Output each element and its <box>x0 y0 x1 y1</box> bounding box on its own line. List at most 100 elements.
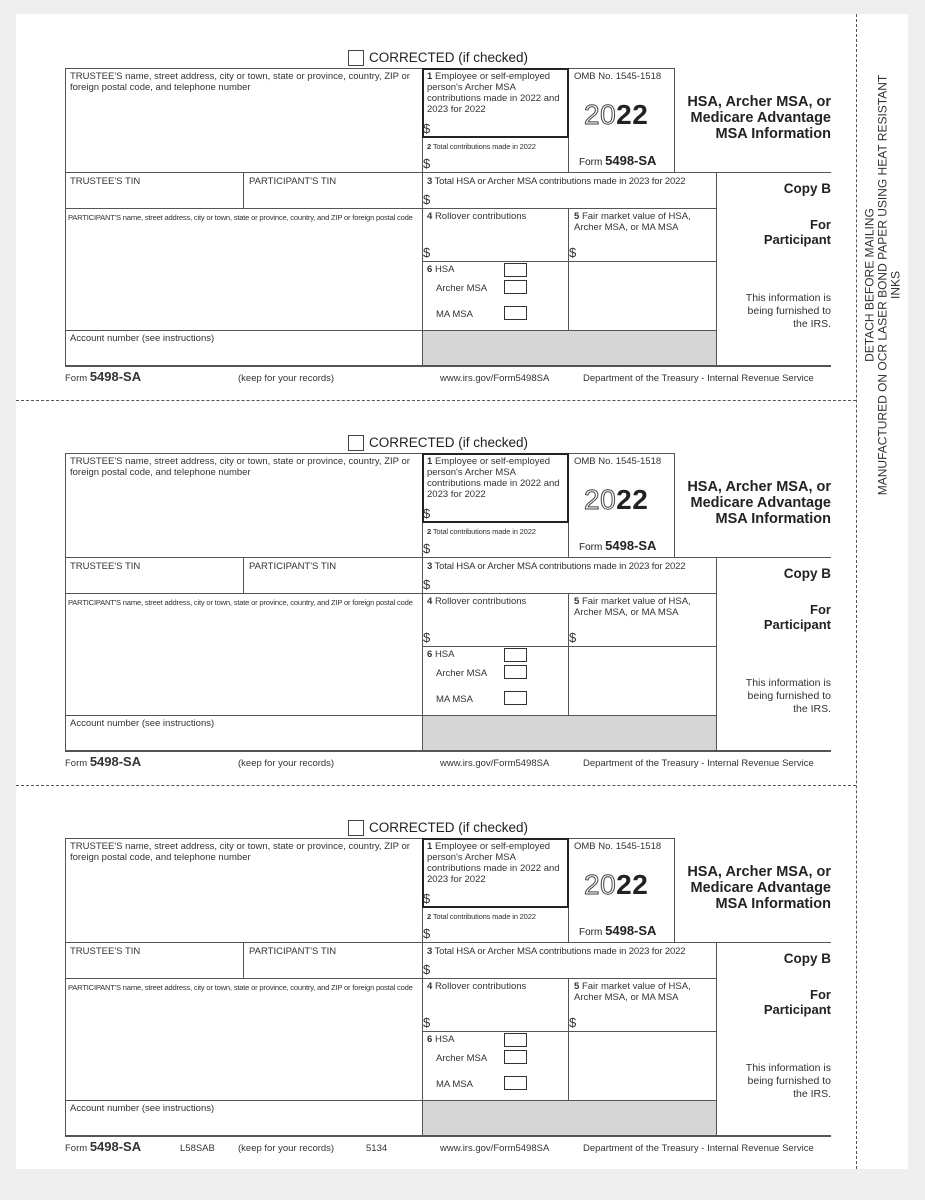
hsa-checkbox[interactable] <box>504 1033 527 1047</box>
ma-msa-checkbox[interactable] <box>504 1076 527 1090</box>
irs-info-note: This information is being furnished to t… <box>745 1062 831 1100</box>
copy-label: Copy B <box>783 181 831 196</box>
irs-info-note: This information is being furnished to t… <box>745 292 831 330</box>
participant-label: Participant <box>763 1002 831 1017</box>
shaded-area <box>423 1101 716 1135</box>
archer-msa-checkbox[interactable] <box>504 665 527 679</box>
box5-number: 5 <box>574 211 580 222</box>
participant-name-field[interactable] <box>67 610 420 713</box>
participant-tin-label: PARTICIPANT'S TIN <box>249 946 337 957</box>
trustee-name-field[interactable] <box>67 480 420 555</box>
corrected-checkbox[interactable] <box>348 435 364 451</box>
irs-url-link[interactable]: www.irs.gov/Form5498SA <box>440 1143 550 1154</box>
tax-year: 2022 <box>583 869 648 901</box>
dollar-sign: $ <box>569 630 577 645</box>
box4-number: 4 <box>427 211 433 222</box>
perforation-line <box>16 400 856 401</box>
box2-label: Total contributions made in 2022 <box>432 912 536 921</box>
form-serial: 5134 <box>366 1143 388 1154</box>
participant-tin-label: PARTICIPANT'S TIN <box>249 176 337 187</box>
form-code: L58SAB <box>180 1143 215 1154</box>
form-copy: CORRECTED (if checked) TRUSTEE'S name, s… <box>0 770 925 1155</box>
account-number-field[interactable] <box>67 730 420 748</box>
corrected-checkbox[interactable] <box>348 820 364 836</box>
corrected-checkbox[interactable] <box>348 50 364 66</box>
form-word: Form <box>65 373 88 384</box>
box4-number: 4 <box>427 596 433 607</box>
irs-url-link[interactable]: www.irs.gov/Form5498SA <box>440 758 550 769</box>
account-number-label: Account number (see instructions) <box>70 1103 215 1114</box>
box2-number: 2 <box>427 142 432 151</box>
dollar-sign: $ <box>423 926 431 941</box>
trustee-name-field[interactable] <box>67 865 420 940</box>
box1-label: Employee or self-employed person's Arche… <box>427 71 560 115</box>
year-bold: 22 <box>616 484 649 515</box>
omb-number: OMB No. 1545-1518 <box>574 841 662 852</box>
dollar-sign: $ <box>423 506 431 521</box>
box1-number: 1 <box>427 71 433 82</box>
corrected-label: CORRECTED (if checked) <box>369 820 529 835</box>
box2-label: Total contributions made in 2022 <box>432 527 536 536</box>
participant-name-label: PARTICIPANT'S name, street address, city… <box>68 213 413 222</box>
department-label: Department of the Treasury - Internal Re… <box>583 758 814 769</box>
archer-msa-label: Archer MSA <box>436 1053 488 1064</box>
for-label: For <box>810 987 831 1002</box>
ma-msa-label: MA MSA <box>436 1079 473 1090</box>
box1-field[interactable] <box>422 68 569 138</box>
hsa-checkbox[interactable] <box>504 263 527 277</box>
form-number: 5498-SA <box>605 153 657 168</box>
corrected-label: CORRECTED (if checked) <box>369 435 529 450</box>
detach-perforation-vertical <box>856 14 857 1169</box>
participant-label: Participant <box>763 617 831 632</box>
box5-label: Fair market value of HSA, Archer MSA, or… <box>574 596 691 618</box>
participant-name-field[interactable] <box>67 995 420 1098</box>
box6-number: 6 <box>427 1034 433 1045</box>
archer-msa-checkbox[interactable] <box>504 1050 527 1064</box>
trustee-name-label: TRUSTEE'S name, street address, city or … <box>70 841 410 863</box>
ma-msa-label: MA MSA <box>436 309 473 320</box>
trustee-name-field[interactable] <box>67 95 420 170</box>
omb-number: OMB No. 1545-1518 <box>574 71 662 82</box>
form-title: HSA, Archer MSA, or Medicare Advantage M… <box>687 479 831 527</box>
box1-label: Employee or self-employed person's Arche… <box>427 841 560 885</box>
box4-label: Rollover contributions <box>434 596 527 607</box>
shaded-area <box>423 331 716 365</box>
box5-label: Fair market value of HSA, Archer MSA, or… <box>574 211 691 233</box>
department-label: Department of the Treasury - Internal Re… <box>583 373 814 384</box>
box1-label: Employee or self-employed person's Arche… <box>427 456 560 500</box>
keep-note: (keep for your records) <box>238 1143 335 1154</box>
box1-field[interactable] <box>422 453 569 523</box>
year-outline: 20 <box>583 869 617 901</box>
dollar-sign: $ <box>423 630 431 645</box>
account-number-field[interactable] <box>67 345 420 363</box>
account-number-label: Account number (see instructions) <box>70 718 215 729</box>
perforation-line <box>16 785 856 786</box>
form-number: 5498-SA <box>89 754 142 769</box>
trustee-tin-label: TRUSTEE'S TIN <box>70 946 141 957</box>
box3-number: 3 <box>427 561 433 572</box>
participant-name-field[interactable] <box>67 225 420 328</box>
box4-number: 4 <box>427 981 433 992</box>
account-number-field[interactable] <box>67 1115 420 1133</box>
dollar-sign: $ <box>423 1015 431 1030</box>
form-word: Form <box>65 758 88 769</box>
form-sheet <box>16 14 908 1169</box>
irs-url-link[interactable]: www.irs.gov/Form5498SA <box>440 373 550 384</box>
box2-number: 2 <box>427 527 432 536</box>
participant-tin-label: PARTICIPANT'S TIN <box>249 561 337 572</box>
ma-msa-checkbox[interactable] <box>504 691 527 705</box>
participant-name-label: PARTICIPANT'S name, street address, city… <box>68 598 413 607</box>
box3-label: Total HSA or Archer MSA contributions ma… <box>434 561 686 572</box>
form-copy: CORRECTED (if checked) TRUSTEE'S name, s… <box>0 0 925 385</box>
box2-number: 2 <box>427 912 432 921</box>
form-number: 5498-SA <box>89 1139 142 1154</box>
box6-number: 6 <box>427 649 433 660</box>
year-outline: 20 <box>583 99 617 131</box>
box1-field[interactable] <box>422 838 569 908</box>
hsa-checkbox[interactable] <box>504 648 527 662</box>
hsa-label: HSA <box>434 264 455 275</box>
dollar-sign: $ <box>423 121 431 136</box>
archer-msa-checkbox[interactable] <box>504 280 527 294</box>
ma-msa-checkbox[interactable] <box>504 306 527 320</box>
box3-label: Total HSA or Archer MSA contributions ma… <box>434 176 686 187</box>
